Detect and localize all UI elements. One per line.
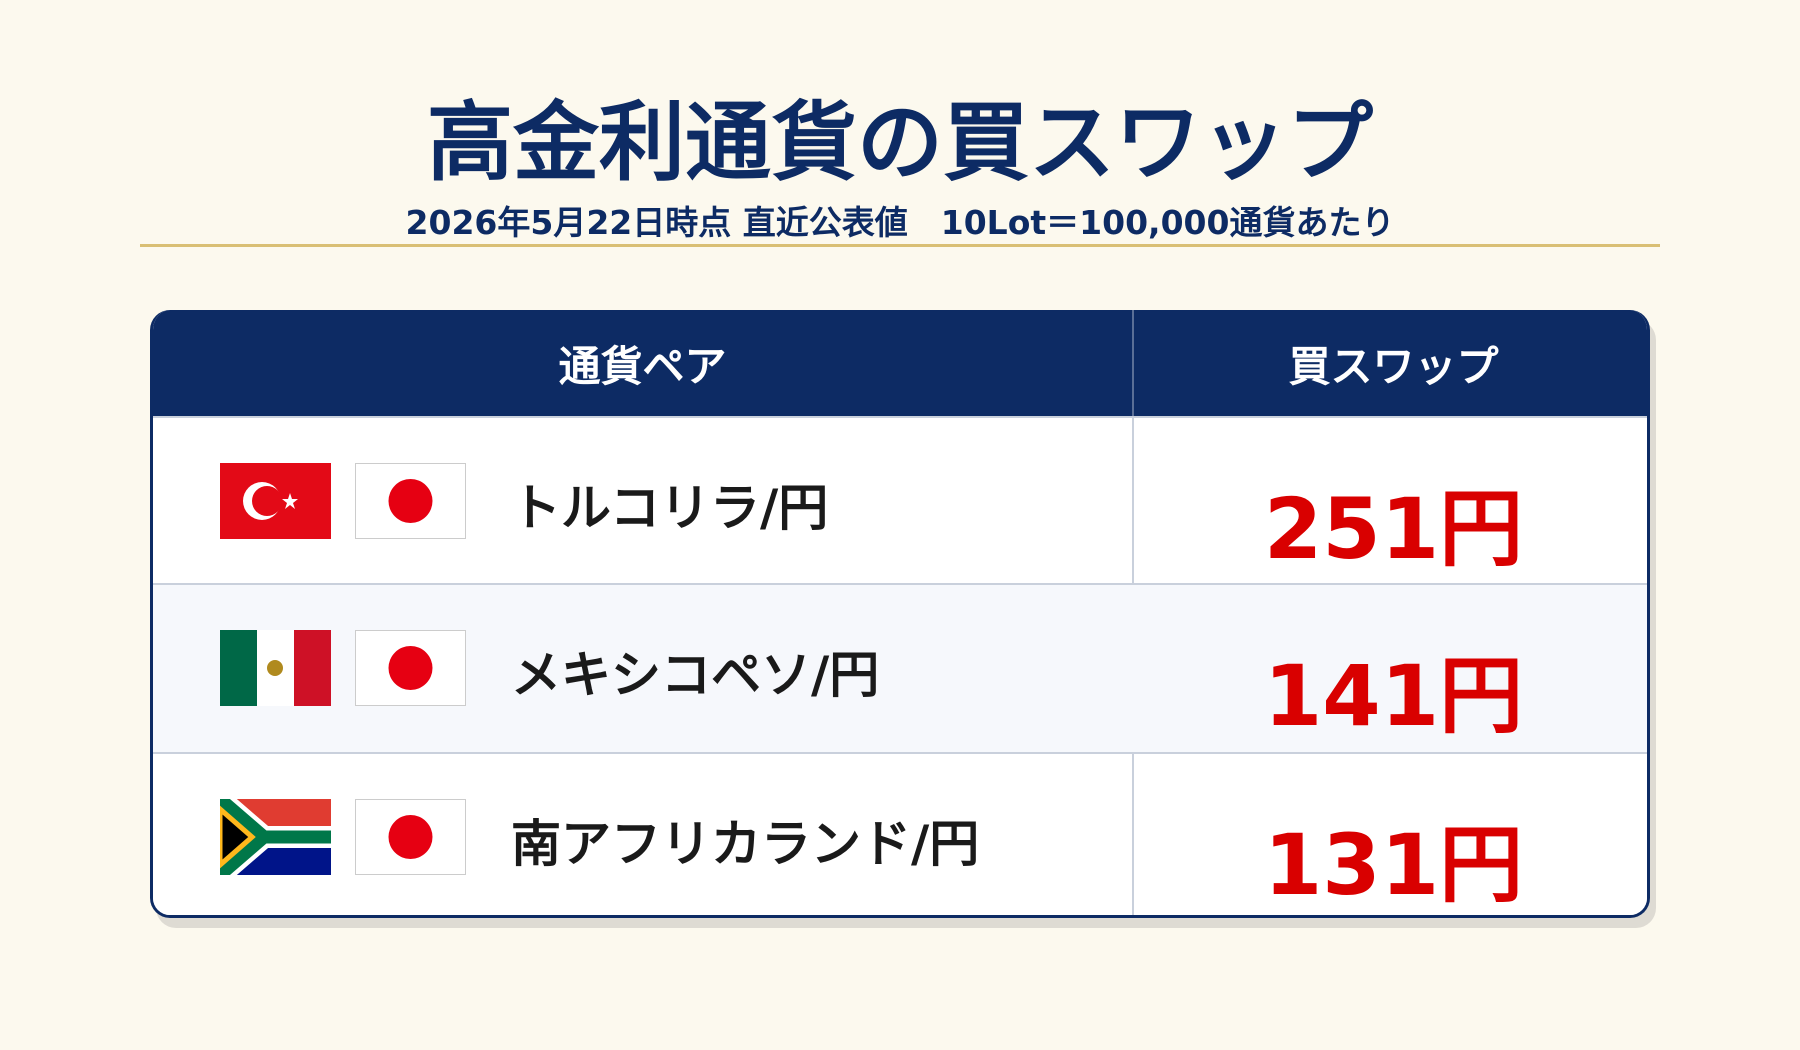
swap-value: 251円 bbox=[1263, 480, 1524, 578]
currency-pair: メキシコペソ/円 bbox=[511, 646, 880, 704]
column-divider bbox=[1132, 418, 1134, 585]
column-divider bbox=[1132, 754, 1134, 915]
column-header: 買スワップ bbox=[1134, 310, 1647, 416]
divider bbox=[140, 244, 1660, 247]
currency-pair: 南アフリカランド/円 bbox=[511, 815, 980, 873]
swap-value: 141円 bbox=[1263, 647, 1524, 745]
flag-jp bbox=[355, 630, 466, 706]
flag-jp bbox=[355, 799, 466, 875]
table-row: トルコリラ/円 251円 bbox=[153, 416, 1647, 585]
flag-za bbox=[220, 799, 331, 875]
table-row: メキシコペソ/円 141円 bbox=[153, 583, 1647, 752]
flag-tr bbox=[220, 463, 331, 539]
column-header: 通貨ペア bbox=[153, 310, 1132, 416]
flag-mx bbox=[220, 630, 331, 706]
swap-value: 131円 bbox=[1263, 816, 1524, 914]
currency-pair: トルコリラ/円 bbox=[511, 479, 829, 537]
flag-jp bbox=[355, 463, 466, 539]
title: 高金利通貨の買スワップ bbox=[427, 93, 1373, 193]
table-row: 南アフリカランド/円 131円 bbox=[153, 752, 1647, 915]
swap-table: 通貨ペア 買スワップ トルコリラ/円 251円 メキシコペソ/円 141円 南ア… bbox=[150, 310, 1650, 918]
header-divider bbox=[1132, 310, 1134, 416]
subtitle: 2026年5月22日時点 直近公表値 10Lot＝100,000通貨あたり bbox=[405, 203, 1395, 242]
